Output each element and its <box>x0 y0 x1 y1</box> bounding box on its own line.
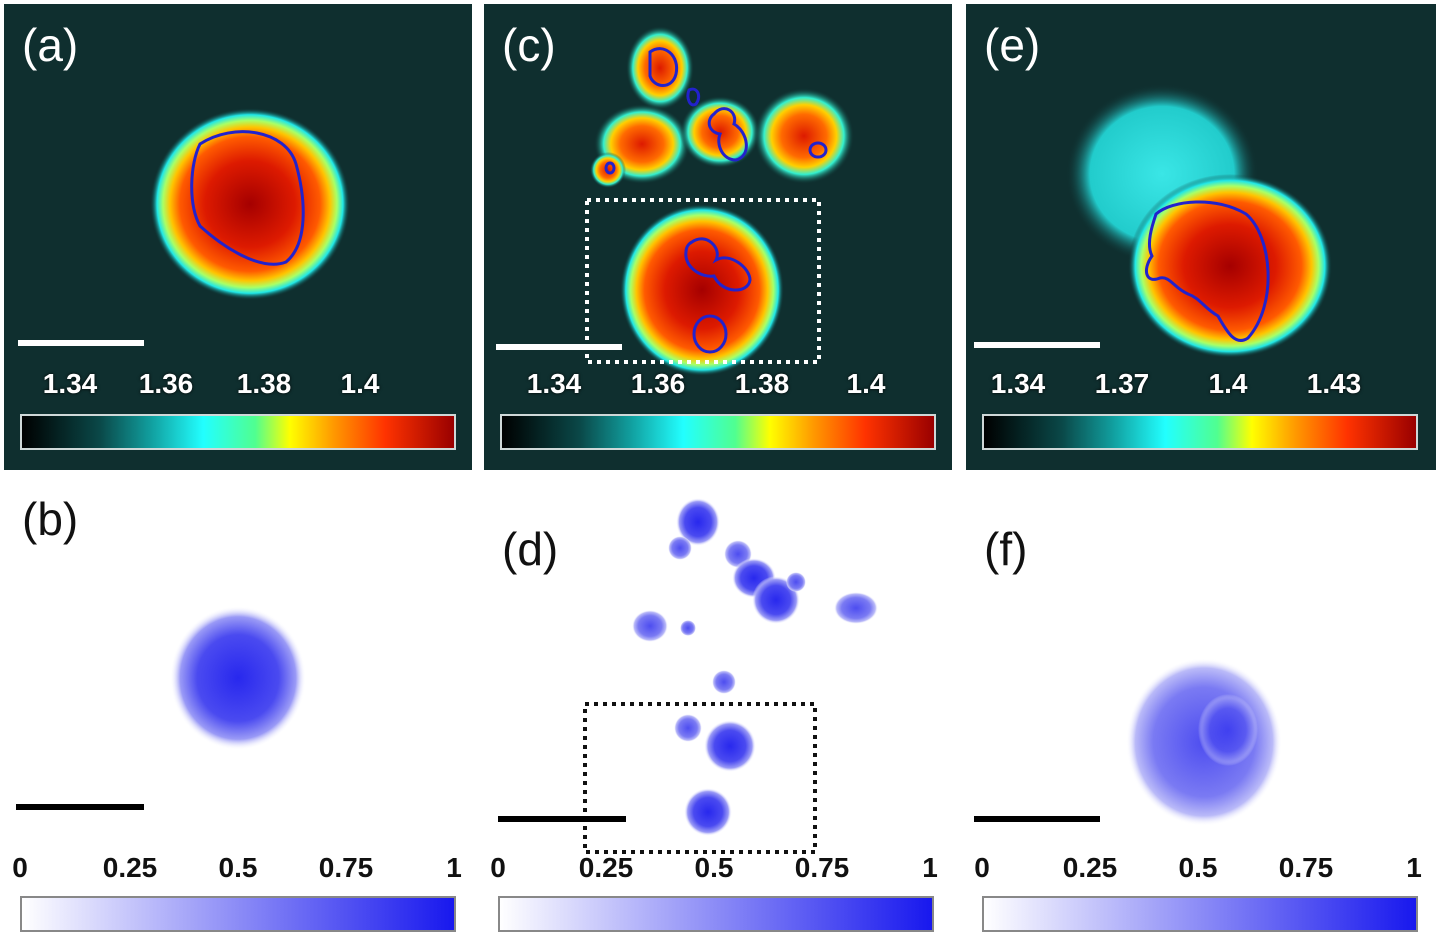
tick-label: 1.34 <box>526 368 582 399</box>
fluorescent-spot <box>704 720 756 772</box>
tick-label: 1.36 <box>630 368 686 399</box>
panel-f: (f) 0 0.25 0.5 0.75 1 <box>966 478 1436 942</box>
fluorescent-spot <box>786 572 806 592</box>
panel-label: (e) <box>984 19 1041 71</box>
nucleus-contour <box>190 130 305 266</box>
colorbar-ticks: 1.34 1.37 1.4 1.43 <box>966 370 1436 404</box>
tick-label: 0.5 <box>1178 852 1218 883</box>
colorbar-ticks: 0 0.25 0.5 0.75 1 <box>484 854 952 888</box>
tick-label: 0.5 <box>694 852 734 883</box>
tick-label: 1 <box>1406 852 1422 883</box>
colorbar <box>982 414 1418 450</box>
scale-bar <box>974 816 1100 822</box>
panel-f-image <box>1126 658 1282 826</box>
cell <box>620 204 784 376</box>
tick-label: 1.4 <box>340 368 380 399</box>
fluorescent-core <box>1198 694 1258 766</box>
panel-c: (c) 1.34 1.36 1.38 1.4 <box>484 4 952 470</box>
cell <box>626 26 694 110</box>
tick-label: 1.34 <box>990 368 1046 399</box>
colorbar-ticks: 1.34 1.36 1.38 1.4 <box>4 370 472 404</box>
nucleus-contour <box>707 107 748 162</box>
fluorescent-spot <box>674 714 702 742</box>
panel-label: (b) <box>22 493 79 545</box>
fluorescent-spot <box>834 592 878 624</box>
panel-a: (a) 1.34 1.36 1.38 1.4 <box>4 4 472 470</box>
colorbar-ticks: 0 0.25 0.5 0.75 1 <box>966 854 1436 888</box>
fluorescent-spot <box>680 620 696 636</box>
panel-c-image <box>585 26 854 376</box>
panel-label: (c) <box>502 19 556 71</box>
colorbar-ticks: 1.34 1.36 1.38 1.4 <box>484 370 952 404</box>
panel-label: (a) <box>22 19 79 71</box>
fluorescent-spot <box>712 670 736 694</box>
cell <box>754 88 854 184</box>
colorbar <box>20 414 456 450</box>
scale-bar <box>18 340 144 346</box>
colorbar <box>498 896 934 932</box>
nucleus-contour <box>1144 200 1270 342</box>
panel-e-image <box>1066 84 1332 358</box>
tick-label: 0.5 <box>218 852 258 883</box>
scale-bar <box>498 816 626 822</box>
scale-bar <box>974 342 1100 348</box>
nucleus-contour <box>686 87 701 107</box>
cell <box>590 152 626 188</box>
tick-label: 0.25 <box>1062 852 1118 883</box>
nucleus-contour <box>648 47 679 87</box>
fluorescent-spot <box>668 536 692 560</box>
tick-label: 1.38 <box>236 368 292 399</box>
tick-label: 1.36 <box>138 368 194 399</box>
nucleus-contour <box>684 237 752 292</box>
panel-label: (d) <box>502 523 559 575</box>
tick-label: 0 <box>12 852 28 883</box>
tick-label: 1.4 <box>846 368 886 399</box>
panel-d-image <box>583 498 878 854</box>
scale-bar <box>496 344 622 350</box>
tick-label: 0 <box>974 852 990 883</box>
tick-label: 0.75 <box>318 852 374 883</box>
scale-bar <box>16 804 144 810</box>
tick-label: 0 <box>490 852 506 883</box>
tick-label: 1.37 <box>1094 368 1150 399</box>
tick-label: 1.38 <box>734 368 790 399</box>
fluorescent-nucleus <box>170 606 306 750</box>
tick-label: 1.34 <box>42 368 98 399</box>
colorbar <box>20 896 456 932</box>
colorbar <box>982 896 1418 932</box>
panel-d: (d) 0 0.25 0.5 0.75 1 <box>484 478 952 942</box>
nucleus-contour <box>604 161 616 175</box>
panel-label: (f) <box>984 523 1028 575</box>
tick-label: 1 <box>446 852 462 883</box>
panel-b-image <box>170 606 306 750</box>
panel-b: (b) 0 0.25 0.5 0.75 1 <box>4 478 472 942</box>
fluorescent-spot <box>684 788 732 836</box>
fluorescent-spot <box>632 610 668 642</box>
tick-label: 0.75 <box>794 852 850 883</box>
tick-label: 1 <box>922 852 938 883</box>
nucleus-contour <box>692 314 728 354</box>
tick-label: 0.25 <box>578 852 634 883</box>
tick-label: 1.43 <box>1306 368 1362 399</box>
cell <box>1128 174 1332 358</box>
panel-e: (e) 1.34 1.37 1.4 1.43 <box>966 4 1436 470</box>
fluorescent-spot <box>676 498 720 546</box>
tick-label: 0.75 <box>1278 852 1334 883</box>
colorbar-ticks: 0 0.25 0.5 0.75 1 <box>4 854 472 888</box>
colorbar <box>500 414 936 450</box>
panel-a-image <box>150 108 350 300</box>
cell <box>680 96 760 168</box>
tick-label: 1.4 <box>1208 368 1248 399</box>
nucleus-contour <box>808 141 828 159</box>
tick-label: 0.25 <box>102 852 158 883</box>
cell <box>150 108 350 300</box>
